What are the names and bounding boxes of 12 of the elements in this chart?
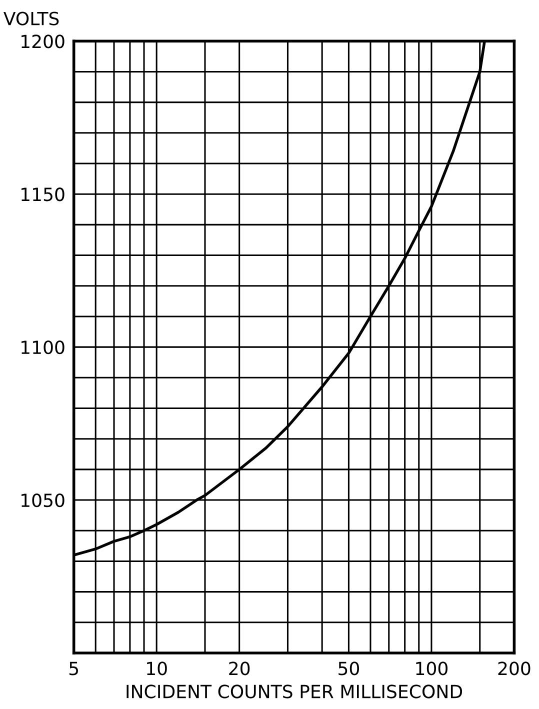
y-tick-label: 1150	[22, 188, 64, 202]
x-tick-label: 5	[69, 662, 78, 676]
y-tick-label: 1050	[22, 493, 64, 508]
x-tick-label: 20	[229, 662, 250, 676]
x-axis-title: INCIDENT COUNTS PER MILLISECOND	[126, 684, 462, 698]
y-tick-label: 1100	[22, 340, 64, 354]
x-tick-label: 50	[338, 662, 360, 676]
x-tick-label: 10	[147, 662, 167, 676]
y-axis-title: VOLTS	[4, 12, 59, 26]
y-tick-label: 1200	[22, 34, 64, 48]
x-tick-label: 100	[416, 662, 448, 676]
x-tick-label: 200	[498, 662, 530, 676]
